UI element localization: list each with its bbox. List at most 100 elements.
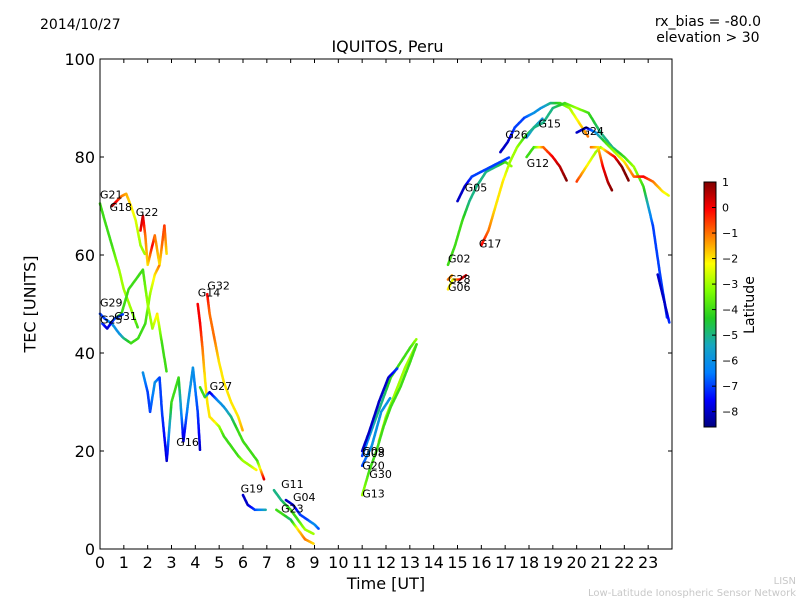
y-tick-label: 80 bbox=[75, 148, 95, 167]
satellite-label: G19 bbox=[241, 483, 264, 496]
x-tick-label: 4 bbox=[190, 553, 200, 572]
x-tick-label: 7 bbox=[262, 553, 272, 572]
tec-point bbox=[312, 532, 315, 536]
satellite-label: G25 bbox=[100, 314, 123, 327]
x-tick-label: 17 bbox=[495, 553, 515, 572]
plot-parameters: rx_bias = -80.0 elevation > 30 bbox=[655, 14, 761, 46]
x-tick-label: 16 bbox=[471, 553, 491, 572]
tec-point bbox=[165, 252, 168, 255]
track-g28 bbox=[446, 274, 468, 291]
track-g15 bbox=[525, 101, 669, 319]
satellite-label: G17 bbox=[479, 238, 502, 251]
satellite-label: G12 bbox=[527, 157, 550, 170]
colorbar-tick-label: −2 bbox=[722, 253, 738, 266]
track-g32 bbox=[206, 292, 244, 432]
credit-line-1: LISN bbox=[773, 576, 796, 587]
track-g24 bbox=[575, 126, 670, 197]
y-tick-label: 100 bbox=[64, 50, 95, 69]
satellite-label: G32 bbox=[207, 279, 230, 292]
x-tick-label: 18 bbox=[519, 553, 539, 572]
tec-point bbox=[198, 448, 202, 452]
x-axis: 0 1 2 3 4 5 6 7 8 9 10 11 12 13 14 15 16 17 18 19 20 21 22 23 bbox=[95, 59, 658, 572]
track-g20 bbox=[360, 396, 392, 468]
colorbar-ticks: 1 0 −1 −2 −3 −4 −5 −6 −7 −8 bbox=[712, 176, 738, 419]
x-tick-label: 21 bbox=[590, 553, 610, 572]
tec-point bbox=[312, 542, 315, 545]
satellite-label: G15 bbox=[539, 118, 562, 131]
colorbar-tick-label: −7 bbox=[722, 380, 738, 393]
y-tick-label: 0 bbox=[85, 540, 95, 559]
tec-point bbox=[262, 477, 266, 481]
satellite-label: G22 bbox=[136, 206, 159, 219]
track-g24d bbox=[656, 273, 671, 324]
satellite-label: G29 bbox=[100, 296, 123, 309]
colorbar bbox=[703, 181, 717, 428]
colorbar-label: Latitude bbox=[742, 276, 758, 334]
x-tick-label: 9 bbox=[309, 553, 319, 572]
y-tick-label: 60 bbox=[75, 246, 95, 265]
tec-point bbox=[121, 313, 125, 316]
track-g19 bbox=[241, 493, 267, 512]
tec-point bbox=[254, 468, 258, 472]
x-tick-label: 8 bbox=[286, 553, 296, 572]
rx-bias-text: rx_bias = -80.0 bbox=[654, 14, 761, 30]
track-g31 bbox=[113, 268, 168, 373]
tec-point bbox=[565, 179, 568, 182]
track-g24c bbox=[589, 145, 614, 192]
credit-line-2: Low-Latitude Ionospheric Sensor Network bbox=[588, 588, 796, 599]
satellite-label: G20 bbox=[362, 460, 385, 473]
x-tick-label: 20 bbox=[566, 553, 586, 572]
satellite-label: G05 bbox=[465, 181, 488, 194]
track-g17 bbox=[480, 117, 544, 247]
satellite-label: G13 bbox=[362, 488, 385, 501]
colorbar-tick-label: −4 bbox=[722, 304, 738, 317]
tec-point bbox=[610, 188, 614, 192]
x-tick-label: 5 bbox=[214, 553, 224, 572]
tec-point bbox=[264, 508, 267, 512]
x-tick-label: 22 bbox=[614, 553, 634, 572]
colorbar-tick-label: −6 bbox=[722, 355, 738, 368]
x-axis-label: Time [UT] bbox=[346, 574, 426, 593]
track-g26 bbox=[499, 101, 590, 154]
satellite-label: G21 bbox=[100, 189, 123, 202]
x-tick-label: 19 bbox=[543, 553, 563, 572]
track-g22 bbox=[139, 214, 168, 267]
tec-point bbox=[450, 274, 454, 277]
chart-title: IQUITOS, Peru bbox=[331, 37, 444, 56]
track-g09 bbox=[360, 367, 399, 453]
track-g29 bbox=[98, 264, 161, 345]
track-g23 bbox=[275, 508, 315, 545]
track-g11 bbox=[272, 488, 315, 536]
track-g25 bbox=[101, 313, 125, 330]
tec-point bbox=[136, 326, 139, 329]
track-g16 bbox=[141, 366, 202, 463]
track-g08 bbox=[360, 338, 418, 458]
y-axis: 0 20 40 60 80 100 bbox=[64, 50, 672, 559]
tec-point bbox=[388, 396, 392, 400]
colorbar-tick-label: −3 bbox=[722, 278, 738, 291]
colorbar-tick-label: −5 bbox=[722, 329, 738, 342]
colorbar-tick-label: −8 bbox=[722, 406, 738, 419]
satellite-label: G23 bbox=[281, 502, 304, 515]
satellite-label: G09 bbox=[362, 445, 385, 458]
satellite-label: G02 bbox=[448, 252, 471, 265]
tec-point bbox=[317, 527, 320, 530]
track-g18 bbox=[110, 192, 147, 256]
colorbar-tick-label: 1 bbox=[722, 176, 729, 189]
colorbar-tick-label: 0 bbox=[722, 202, 729, 215]
satellite-label: G18 bbox=[110, 201, 133, 214]
satellite-label: G27 bbox=[210, 380, 233, 393]
track-g13 bbox=[360, 343, 418, 497]
x-tick-label: 23 bbox=[638, 553, 658, 572]
x-tick-label: 15 bbox=[447, 553, 467, 572]
track-g05 bbox=[456, 156, 511, 203]
colorbar-tick-label: −1 bbox=[722, 227, 738, 240]
track-g24b bbox=[575, 145, 630, 183]
x-tick-label: 3 bbox=[166, 553, 176, 572]
track-g12 bbox=[525, 145, 568, 182]
x-tick-label: 10 bbox=[328, 553, 348, 572]
x-tick-label: 6 bbox=[238, 553, 248, 572]
satellite-label: G08 bbox=[362, 447, 385, 460]
satellite-label: G14 bbox=[198, 287, 221, 300]
tec-point bbox=[667, 194, 670, 197]
